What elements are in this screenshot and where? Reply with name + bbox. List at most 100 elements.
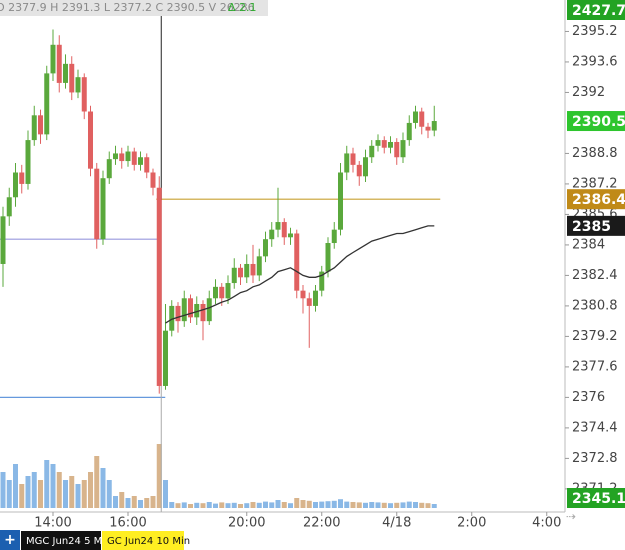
candle-body [263, 239, 268, 257]
volume-bar [244, 503, 250, 508]
tab-label[interactable]: GC Jun24 10 Min [107, 536, 190, 547]
price-badge-label: 2345.1 [572, 491, 625, 507]
candle-body [219, 286, 225, 299]
candle-body [131, 151, 137, 165]
price-badge-label: 2386.4 [572, 192, 625, 208]
volume-bar [369, 502, 375, 508]
y-tick-label: 2393.6 [572, 54, 618, 69]
volume-bar [294, 498, 300, 508]
candle-body [431, 121, 437, 131]
volume-bar [406, 501, 412, 508]
candle-body [250, 263, 256, 276]
price-badge [567, 488, 625, 508]
ohlc-text: O 2377.9 H 2391.3 L 2377.2 C 2390.5 V 26… [0, 1, 255, 14]
price-badge-label: 2427.7 [572, 3, 625, 19]
volume-bar [13, 464, 18, 508]
candle-body [63, 63, 68, 83]
volume-bar [31, 472, 37, 508]
candle-body [400, 140, 406, 158]
add-button[interactable] [0, 530, 20, 550]
candle-body [375, 140, 381, 146]
volume-bar [50, 464, 56, 508]
candle-body [413, 111, 418, 123]
volume-bar [19, 484, 25, 508]
candle-body [138, 157, 143, 165]
volume-bar [163, 480, 168, 508]
x-tick-label: 14:00 [34, 516, 71, 531]
candle-body [294, 233, 300, 291]
price-badge-label: 2390.5 [572, 114, 625, 130]
volume-bar [350, 502, 356, 508]
volume-bar [56, 472, 62, 508]
header-bar [0, 0, 268, 16]
candle-body [194, 304, 200, 318]
volume-bar [106, 480, 112, 508]
candle-body [113, 153, 118, 160]
candle-body [144, 157, 150, 173]
candle-body [213, 286, 218, 299]
volume-bar [325, 501, 331, 508]
volume-bar [425, 503, 431, 508]
x-tick-label: 4/18 [382, 516, 411, 531]
volume-bar [156, 444, 162, 508]
candle-body [206, 298, 212, 322]
volume-bar [6, 480, 12, 508]
tab-label[interactable]: MGC Jun24 5 Min [26, 536, 111, 547]
volume-bar [44, 460, 50, 508]
candle-body [169, 305, 175, 331]
volume-bar [200, 503, 206, 508]
candle-body [25, 140, 31, 184]
tab[interactable] [102, 531, 184, 550]
volume-bar [338, 499, 343, 508]
volume-bar [300, 500, 306, 508]
price-badge [567, 189, 625, 210]
candle-body [363, 157, 368, 177]
y-tick-label: 2384 [572, 237, 605, 252]
candle-body [106, 159, 112, 179]
volume-bar [138, 500, 143, 508]
y-tick-label: 2374.4 [572, 420, 618, 435]
candle-body [313, 290, 318, 306]
y-tick-label: 2387.2 [572, 176, 618, 191]
candle-body [181, 298, 187, 322]
volume-bar [394, 502, 400, 508]
candle-body [319, 271, 325, 291]
volume-bar [219, 502, 225, 508]
candle-body [425, 126, 431, 131]
volume-bar [431, 504, 437, 508]
y-tick-label: 2376 [572, 390, 605, 405]
volume-bar [413, 502, 418, 508]
volume-bar [256, 502, 262, 508]
candle-body [325, 243, 331, 272]
candle-body [19, 172, 25, 184]
volume-bar [263, 501, 268, 508]
y-tick-label: 2380.8 [572, 298, 618, 313]
volume-bar [94, 456, 100, 508]
x-tick-label: 2:00 [457, 516, 486, 531]
y-tick-label: 2382.4 [572, 268, 618, 283]
tab[interactable] [21, 531, 101, 550]
x-tick-label: 20:00 [228, 516, 265, 531]
price-badge [567, 215, 625, 236]
candle-body [300, 290, 306, 299]
volume-bar [288, 503, 293, 508]
volume-bar [275, 500, 281, 508]
candle-body [381, 140, 387, 148]
candle-body [288, 233, 293, 238]
volume-bar [75, 484, 81, 508]
candle-body [175, 305, 181, 322]
volume-bar [188, 504, 193, 508]
volume-bar [194, 502, 200, 508]
volume-bar [250, 502, 256, 508]
candle-body [6, 197, 12, 217]
add-label[interactable]: + [4, 532, 16, 548]
volume-bar [25, 476, 31, 508]
scroll-arrow[interactable]: ⇢ [566, 510, 576, 524]
candle-body [56, 44, 62, 83]
volume-bar [319, 501, 325, 508]
candle-body [75, 77, 81, 93]
y-tick-label: 2372.8 [572, 451, 618, 466]
candle-body [94, 168, 100, 240]
volume-bar [131, 496, 137, 508]
